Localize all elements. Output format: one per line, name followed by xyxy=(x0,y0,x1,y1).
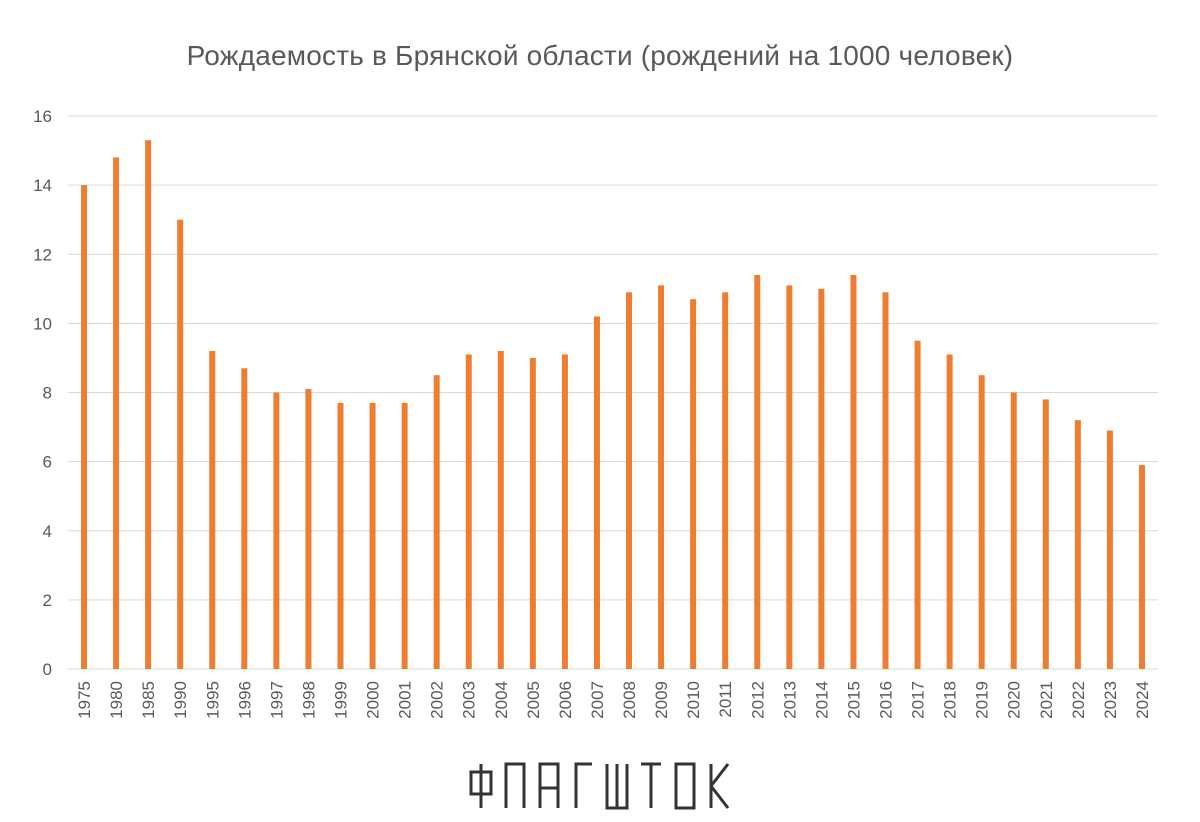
bar-1980 xyxy=(113,157,120,669)
logo-glyph xyxy=(641,762,661,808)
x-tick-label: 2012 xyxy=(748,681,767,719)
x-tick-label: 2018 xyxy=(941,681,960,719)
bar-2010 xyxy=(690,299,697,669)
x-tick-label: 2010 xyxy=(684,681,703,719)
x-tick-label: 2003 xyxy=(460,681,479,719)
x-tick-label: 1998 xyxy=(299,681,318,719)
bar-2002 xyxy=(433,375,440,669)
x-tick-label: 1980 xyxy=(107,681,126,719)
y-tick-label: 6 xyxy=(43,453,52,472)
flagshtok-logo-icon xyxy=(469,762,730,810)
x-tick-label: 2022 xyxy=(1069,681,1088,719)
logo-glyph xyxy=(538,762,560,808)
x-tick-label: 2017 xyxy=(909,681,928,719)
bar-2013 xyxy=(786,285,793,669)
bar-1999 xyxy=(337,402,344,669)
bar-2001 xyxy=(401,402,408,669)
x-tick-label: 1999 xyxy=(332,681,351,719)
x-tick-label: 2024 xyxy=(1133,681,1152,719)
bar-1975 xyxy=(81,185,88,669)
logo-glyph xyxy=(469,764,493,808)
bar-2022 xyxy=(1074,420,1081,669)
x-tick-label: 2023 xyxy=(1101,681,1120,719)
logo-glyph xyxy=(504,762,526,808)
x-tick-label: 1975 xyxy=(75,681,94,719)
x-tick-label: 2019 xyxy=(973,681,992,719)
x-tick-label: 2005 xyxy=(524,681,543,719)
x-tick-label: 2000 xyxy=(364,681,383,719)
bar-1998 xyxy=(305,389,312,669)
y-tick-label: 10 xyxy=(33,314,52,333)
bar-2007 xyxy=(593,316,600,669)
bar-2021 xyxy=(1042,399,1049,669)
bar-2008 xyxy=(626,292,633,669)
y-tick-label: 14 xyxy=(33,176,52,195)
bar-2000 xyxy=(369,402,376,669)
x-tick-label: 2001 xyxy=(396,681,415,719)
x-tick-label: 2016 xyxy=(877,681,896,719)
x-tick-label: 1995 xyxy=(203,681,222,719)
x-tick-label: 1985 xyxy=(139,681,158,719)
bar-2014 xyxy=(818,288,825,669)
x-tick-label: 1996 xyxy=(235,681,254,719)
bar-2020 xyxy=(1010,392,1017,669)
logo-glyph xyxy=(605,764,629,810)
x-tick-label: 2007 xyxy=(588,681,607,719)
y-tick-label: 8 xyxy=(43,384,52,403)
x-tick-label: 2006 xyxy=(556,681,575,719)
chart-title: Рождаемость в Брянской области (рождений… xyxy=(186,40,1014,71)
x-tick-label: 2008 xyxy=(620,681,639,719)
bar-1997 xyxy=(273,392,280,669)
logo-glyph xyxy=(574,762,592,808)
bar-1996 xyxy=(241,368,248,669)
bar-2024 xyxy=(1138,465,1145,669)
y-tick-label: 2 xyxy=(43,591,52,610)
bar-2004 xyxy=(497,351,504,669)
bar-2017 xyxy=(914,340,921,669)
x-tick-label: 2021 xyxy=(1037,681,1056,719)
x-tick-label: 2014 xyxy=(812,681,831,719)
bar-1995 xyxy=(209,351,216,669)
bar-2012 xyxy=(754,274,761,669)
y-tick-label: 16 xyxy=(33,107,52,126)
x-tick-label: 2004 xyxy=(492,681,511,719)
bar-2005 xyxy=(529,357,536,669)
y-tick-label: 12 xyxy=(33,245,52,264)
bar-2016 xyxy=(882,292,889,669)
x-tick-label: 2020 xyxy=(1005,681,1024,719)
bar-2011 xyxy=(722,292,729,669)
x-tick-label: 2002 xyxy=(428,681,447,719)
x-tick-label: 2013 xyxy=(780,681,799,719)
x-tick-label: 2011 xyxy=(716,681,735,718)
bar-1985 xyxy=(145,140,152,670)
watermark-logo xyxy=(0,758,1200,819)
bar-2015 xyxy=(850,274,857,669)
bar-2019 xyxy=(978,375,985,669)
x-tick-label: 1997 xyxy=(267,681,286,719)
logo-glyph xyxy=(709,763,730,809)
bar-2003 xyxy=(465,354,472,669)
bar-2009 xyxy=(658,285,665,669)
bar-1990 xyxy=(177,219,184,669)
y-tick-label: 0 xyxy=(43,660,52,679)
x-tick-label: 2009 xyxy=(652,681,671,719)
bar-2023 xyxy=(1106,430,1113,669)
x-tick-label: 2015 xyxy=(844,681,863,719)
y-tick-label: 4 xyxy=(43,522,52,541)
x-tick-label: 1990 xyxy=(171,681,190,719)
bar-2006 xyxy=(561,354,568,669)
logo-letters xyxy=(469,762,730,810)
logo-glyph xyxy=(674,762,696,810)
bar-2018 xyxy=(946,354,953,669)
